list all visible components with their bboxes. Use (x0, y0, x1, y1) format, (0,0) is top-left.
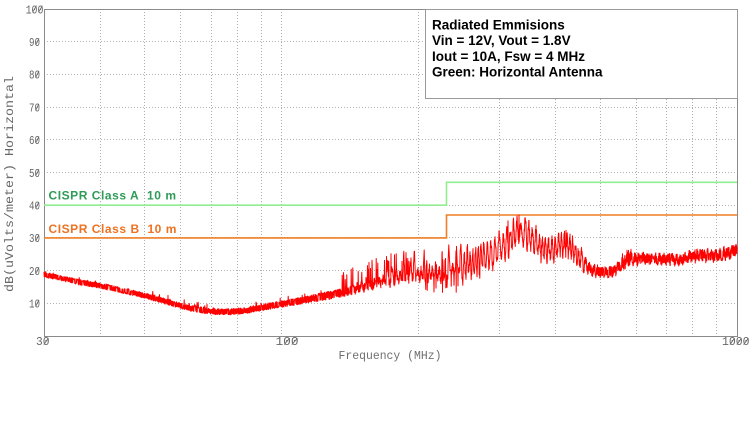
svg-text:CISPR Class B 10 m: CISPR Class B 10 m (49, 222, 178, 236)
svg-text:100: 100 (26, 3, 44, 17)
svg-text:60: 60 (29, 134, 40, 148)
svg-text:Radiated Emmisions: Radiated Emmisions (432, 18, 565, 33)
svg-text:1000: 1000 (722, 335, 750, 349)
svg-text:50: 50 (29, 167, 40, 181)
svg-text:CISPR Class A 10 m: CISPR Class A 10 m (49, 189, 177, 203)
svg-text:40: 40 (29, 200, 40, 214)
svg-text:20: 20 (29, 265, 40, 279)
svg-text:70: 70 (29, 101, 40, 115)
svg-text:80: 80 (29, 69, 40, 83)
svg-text:10: 10 (29, 298, 40, 312)
svg-text:Green: Horizontal Antenna: Green: Horizontal Antenna (432, 65, 603, 80)
svg-text:90: 90 (29, 36, 40, 50)
svg-text:30: 30 (29, 232, 40, 246)
svg-text:100: 100 (276, 335, 299, 349)
svg-text:Frequency (MHz): Frequency (MHz) (339, 350, 442, 363)
svg-text:Vin = 12V, Vout = 1.8V: Vin = 12V, Vout = 1.8V (432, 33, 571, 48)
svg-text:30: 30 (36, 335, 50, 349)
svg-text:Iout = 10A, Fsw = 4 MHz: Iout = 10A, Fsw = 4 MHz (432, 49, 585, 64)
svg-text:dB(uVolts/meter) Horizontal: dB(uVolts/meter) Horizontal (3, 76, 17, 292)
